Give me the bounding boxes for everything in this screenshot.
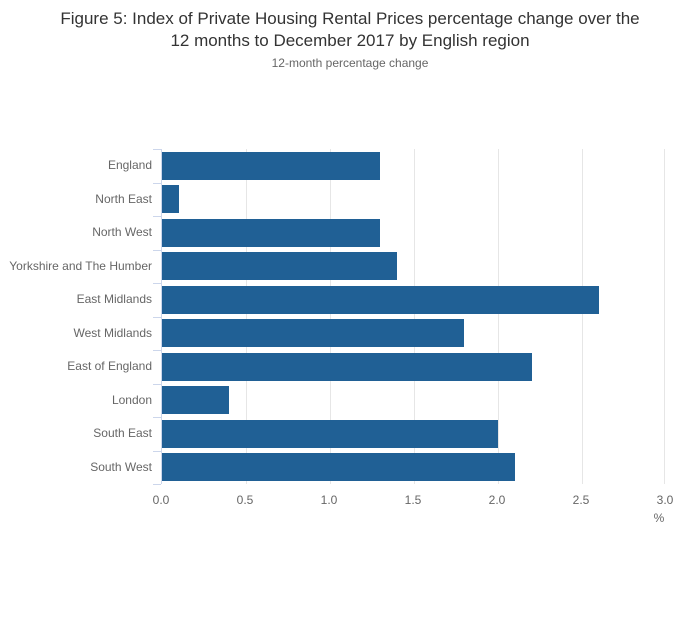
chart-title: Figure 5: Index of Private Housing Renta… <box>0 8 700 52</box>
y-label-london: London <box>111 392 152 407</box>
y-label-east-midlands: East Midlands <box>76 292 152 306</box>
chart-title-line-1: Figure 5: Index of Private Housing Renta… <box>60 9 640 28</box>
bar-north-west <box>162 218 381 247</box>
bar-east-of-england <box>162 352 532 381</box>
y-label-north-west: North West <box>92 225 152 239</box>
bar-east-midlands <box>162 285 599 314</box>
x-label-2.5: 2.5 <box>572 493 590 507</box>
bar-west-midlands <box>162 319 465 348</box>
x-axis-unit-label: % <box>653 511 665 525</box>
y-label-south-west: South West <box>90 459 152 474</box>
plot-area <box>161 149 666 484</box>
y-label-north-east: North East <box>95 191 152 206</box>
y-axis-tick <box>153 216 161 217</box>
bar-yorkshire-and-the-humber <box>162 252 398 281</box>
y-axis-tick <box>153 484 161 485</box>
gridline-3.0 <box>664 149 665 484</box>
gridline-2.0 <box>498 149 499 484</box>
y-axis-tick <box>153 249 161 251</box>
y-label-south-east: South East <box>93 426 152 440</box>
bar-south-west <box>162 453 515 482</box>
y-axis-tick <box>153 149 161 150</box>
x-label-2.0: 2.0 <box>488 493 506 507</box>
chart-subtitle: 12-month percentage change <box>271 56 429 70</box>
x-label-3.0: 3.0 <box>656 493 674 507</box>
y-axis-tick <box>153 417 161 418</box>
chart-title-line-2: 12 months to December 2017 by English re… <box>170 31 530 50</box>
bar-london <box>162 386 230 415</box>
y-label-england: England <box>107 158 152 172</box>
y-label-west-midlands: West Midlands <box>73 325 152 340</box>
y-label-east-of-england: East of England <box>67 359 152 373</box>
y-axis-tick <box>153 383 161 385</box>
bar-south-east <box>162 419 498 448</box>
bar-england <box>162 151 381 180</box>
y-label-yorkshire-and-the-humber: Yorkshire and The Humber <box>9 258 152 273</box>
gridline-1.0 <box>330 149 331 484</box>
x-label-0.0: 0.0 <box>152 493 170 507</box>
bar-north-east <box>162 185 179 214</box>
gridline-2.5 <box>582 149 583 484</box>
y-axis-tick <box>153 350 161 351</box>
y-axis-tick <box>153 182 161 184</box>
x-label-1.5: 1.5 <box>404 493 422 507</box>
gridline-0.5 <box>246 149 247 484</box>
y-axis-tick <box>153 283 161 284</box>
y-axis-tick <box>153 316 161 318</box>
x-label-0.5: 0.5 <box>236 493 254 507</box>
x-label-1.0: 1.0 <box>320 493 338 507</box>
gridline-1.5 <box>414 149 415 484</box>
y-axis-tick <box>153 450 161 452</box>
